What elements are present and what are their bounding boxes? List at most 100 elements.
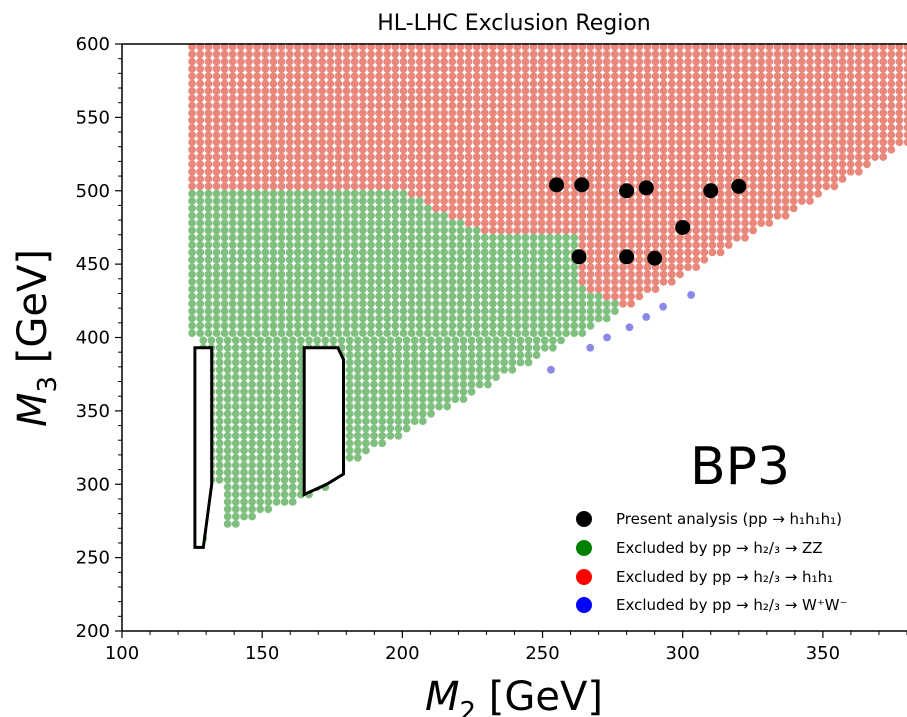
scatter-point <box>765 167 774 176</box>
scatter-point <box>424 43 432 51</box>
scatter-point <box>318 167 327 176</box>
scatter-point <box>367 43 375 51</box>
scatter-point <box>358 72 367 81</box>
scatter-point <box>253 72 261 81</box>
scatter-point <box>627 123 635 132</box>
scatter-point <box>822 79 831 88</box>
scatter-point <box>383 255 392 264</box>
scatter-point <box>302 160 310 169</box>
scatter-point <box>659 167 668 176</box>
scatter-point <box>435 358 443 367</box>
scatter-point <box>432 270 440 279</box>
scatter-point <box>732 145 741 154</box>
scatter-point <box>440 270 448 279</box>
scatter-point <box>448 241 457 249</box>
scatter-point <box>285 204 294 213</box>
scatter-point <box>245 255 253 264</box>
scatter-point <box>407 138 416 147</box>
scatter-point <box>399 211 408 220</box>
scatter-point <box>358 248 367 257</box>
scatter-point <box>228 285 237 293</box>
scatter-point <box>798 72 806 81</box>
scatter-point <box>427 351 435 359</box>
scatter-point <box>619 285 627 293</box>
scatter-point <box>358 270 367 279</box>
scatter-point <box>480 123 489 132</box>
scatter-point <box>228 307 237 315</box>
scatter-point <box>627 285 635 293</box>
scatter-point <box>196 43 205 51</box>
scatter-point <box>505 277 514 286</box>
scatter-point <box>651 57 660 66</box>
scatter-point <box>545 270 554 279</box>
scatter-point <box>773 182 782 191</box>
scatter-point <box>272 483 281 492</box>
scatter-point <box>562 277 570 286</box>
scatter-point <box>261 197 270 205</box>
scatter-point <box>440 321 448 330</box>
scatter-point <box>237 109 245 117</box>
scatter-point <box>602 233 611 242</box>
scatter-point <box>627 175 635 183</box>
scatter-point <box>489 255 497 264</box>
scatter-point <box>684 175 692 183</box>
scatter-point <box>521 226 530 235</box>
scatter-point <box>228 248 237 257</box>
scatter-point <box>391 233 400 242</box>
scatter-point <box>667 270 676 279</box>
scatter-point <box>293 72 302 81</box>
scatter-point <box>293 233 302 242</box>
scatter-point <box>521 248 530 257</box>
scatter-point <box>432 321 440 330</box>
scatter-point <box>394 417 403 425</box>
scatter-point <box>188 101 197 110</box>
y-tick-label: 450 <box>76 254 110 275</box>
scatter-point <box>659 116 668 125</box>
scatter-point <box>240 336 248 345</box>
scatter-point <box>806 72 814 81</box>
scatter-point <box>822 94 831 103</box>
scatter-point <box>708 160 717 169</box>
scatter-point <box>269 131 278 139</box>
scatter-point <box>684 211 692 220</box>
scatter-point <box>765 197 774 205</box>
scatter-point <box>521 116 530 125</box>
scatter-point <box>578 79 587 88</box>
scatter-point <box>269 299 278 308</box>
scatter-point <box>220 123 229 132</box>
scatter-point <box>293 50 302 59</box>
scatter-point <box>288 424 297 433</box>
scatter-point <box>667 160 676 169</box>
scatter-point <box>285 241 294 249</box>
scatter-point <box>310 314 318 323</box>
scatter-point <box>757 167 766 176</box>
scatter-point <box>432 101 440 110</box>
scatter-point <box>643 131 652 139</box>
scatter-point <box>253 50 261 59</box>
scatter-point <box>293 292 302 301</box>
scatter-point <box>378 431 387 440</box>
scatter-point <box>521 72 530 81</box>
scatter-point <box>231 431 240 440</box>
scatter-point <box>505 116 514 125</box>
scatter-point <box>293 270 302 279</box>
scatter-point <box>310 219 318 227</box>
scatter-point <box>716 219 725 227</box>
scatter-point <box>513 153 522 161</box>
scatter-point <box>220 255 229 264</box>
scatter-point <box>521 307 530 315</box>
scatter-point <box>456 307 465 315</box>
scatter-point <box>554 101 562 110</box>
scatter-point <box>367 248 375 257</box>
scatter-point <box>643 167 652 176</box>
scatter-point <box>586 189 595 198</box>
scatter-point <box>237 211 245 220</box>
scatter-point <box>627 65 635 73</box>
scatter-point <box>464 94 473 103</box>
scatter-point <box>814 65 822 73</box>
scatter-point <box>765 72 774 81</box>
scatter-point <box>399 138 408 147</box>
scatter-point <box>586 314 595 323</box>
scatter-point <box>407 263 416 271</box>
scatter-point <box>399 292 408 301</box>
